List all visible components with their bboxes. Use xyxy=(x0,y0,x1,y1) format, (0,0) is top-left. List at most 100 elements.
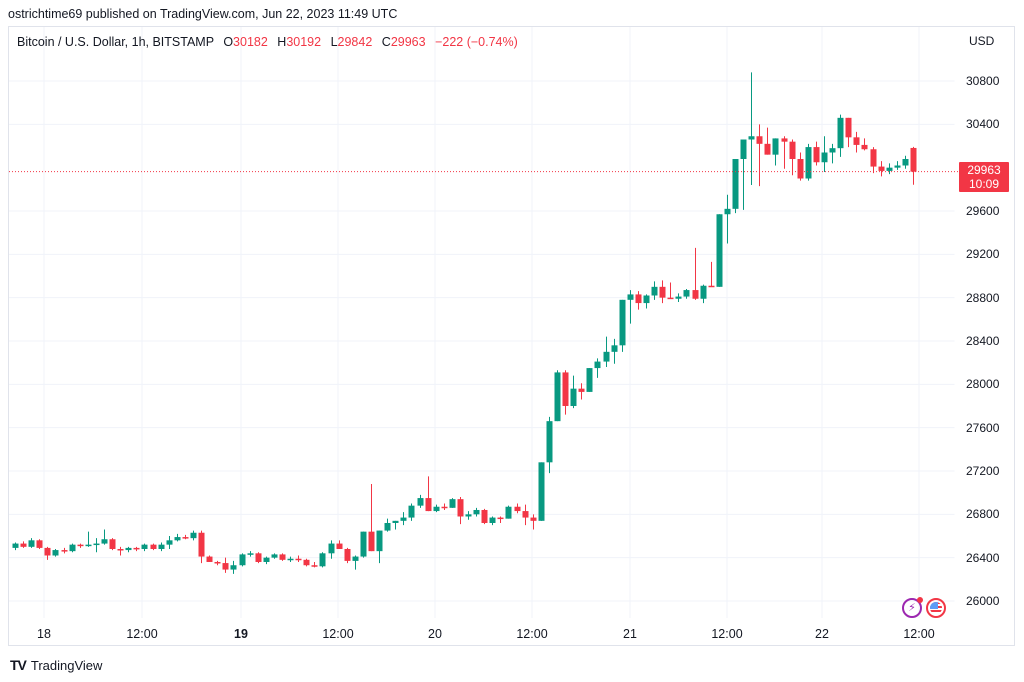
candle[interactable] xyxy=(732,158,739,214)
candle[interactable] xyxy=(392,520,399,530)
candle[interactable] xyxy=(716,214,723,287)
candle[interactable] xyxy=(384,518,391,532)
candle[interactable] xyxy=(319,552,326,568)
candle[interactable] xyxy=(279,553,286,561)
candle[interactable] xyxy=(271,553,278,559)
candle[interactable] xyxy=(878,161,885,177)
candle[interactable] xyxy=(481,508,488,525)
candle[interactable] xyxy=(190,530,197,541)
lightning-event-icon[interactable]: ⚡ xyxy=(902,597,923,618)
candle[interactable] xyxy=(562,370,569,415)
candle[interactable] xyxy=(497,516,504,523)
candle[interactable] xyxy=(85,531,92,547)
candle[interactable] xyxy=(829,143,836,164)
candle[interactable] xyxy=(603,336,610,367)
us-flag-event-icon[interactable] xyxy=(926,598,946,618)
candle[interactable] xyxy=(764,127,771,155)
candle[interactable] xyxy=(133,546,140,552)
candle[interactable] xyxy=(708,261,715,288)
candle[interactable] xyxy=(77,543,84,548)
candle[interactable] xyxy=(772,138,779,166)
candle[interactable] xyxy=(627,290,634,324)
candle[interactable] xyxy=(643,294,650,309)
candle[interactable] xyxy=(546,416,553,474)
candle[interactable] xyxy=(870,147,877,174)
candle[interactable] xyxy=(724,194,731,244)
candle[interactable] xyxy=(303,558,310,567)
candle[interactable] xyxy=(821,136,828,172)
candle[interactable] xyxy=(125,546,132,553)
candle[interactable] xyxy=(853,131,860,153)
candle[interactable] xyxy=(441,503,448,510)
candle[interactable] xyxy=(861,138,868,151)
candle[interactable] xyxy=(117,546,124,556)
candle[interactable] xyxy=(659,280,666,304)
candle[interactable] xyxy=(239,553,246,567)
candle[interactable] xyxy=(44,546,51,560)
candle[interactable] xyxy=(141,543,148,552)
candle[interactable] xyxy=(805,143,812,181)
candle[interactable] xyxy=(408,503,415,521)
candle[interactable] xyxy=(586,368,593,392)
candle[interactable] xyxy=(522,504,529,526)
candle[interactable] xyxy=(538,462,545,521)
tradingview-logo[interactable]: TV TradingView xyxy=(10,657,102,673)
candle[interactable] xyxy=(336,540,343,549)
candle[interactable] xyxy=(902,155,909,169)
candle[interactable] xyxy=(740,139,747,210)
candle[interactable] xyxy=(489,516,496,526)
candle[interactable] xyxy=(570,375,577,409)
candle[interactable] xyxy=(813,141,820,166)
candle[interactable] xyxy=(20,541,27,548)
candle[interactable] xyxy=(222,557,229,573)
candle[interactable] xyxy=(611,338,618,364)
candle[interactable] xyxy=(473,507,480,517)
candle[interactable] xyxy=(247,551,254,557)
candle[interactable] xyxy=(748,72,755,185)
candle[interactable] xyxy=(311,561,318,568)
candle[interactable] xyxy=(635,291,642,310)
candle[interactable] xyxy=(69,543,76,553)
candle[interactable] xyxy=(683,288,690,299)
currency-label[interactable]: USD xyxy=(969,34,995,48)
candle[interactable] xyxy=(789,139,796,176)
candle[interactable] xyxy=(514,503,521,514)
candle[interactable] xyxy=(352,555,359,570)
candle[interactable] xyxy=(400,512,407,526)
candle[interactable] xyxy=(206,555,213,562)
candle[interactable] xyxy=(214,560,221,566)
candle[interactable] xyxy=(150,543,157,551)
candle[interactable] xyxy=(894,161,901,170)
candle[interactable] xyxy=(376,530,383,564)
candle[interactable] xyxy=(837,114,844,157)
candle[interactable] xyxy=(910,146,917,185)
candle[interactable] xyxy=(465,511,472,520)
candle[interactable] xyxy=(287,556,294,562)
candle[interactable] xyxy=(230,560,237,574)
candle[interactable] xyxy=(61,547,68,554)
candle[interactable] xyxy=(182,534,189,540)
candle[interactable] xyxy=(52,548,59,557)
candle[interactable] xyxy=(263,556,270,565)
candle[interactable] xyxy=(101,529,108,545)
candle[interactable] xyxy=(675,293,682,302)
candle[interactable] xyxy=(797,152,804,181)
candle[interactable] xyxy=(344,547,351,564)
candle[interactable] xyxy=(109,538,116,551)
candle[interactable] xyxy=(417,494,424,508)
candle[interactable] xyxy=(158,542,165,552)
candle[interactable] xyxy=(28,538,35,548)
candle[interactable] xyxy=(295,555,302,562)
candle[interactable] xyxy=(619,299,626,352)
candle[interactable] xyxy=(457,496,464,525)
candle[interactable] xyxy=(651,281,658,300)
candle[interactable] xyxy=(554,370,561,422)
candle[interactable] xyxy=(781,136,788,169)
candle[interactable] xyxy=(667,282,674,300)
candle[interactable] xyxy=(255,552,262,564)
candle[interactable] xyxy=(328,540,335,559)
candle[interactable] xyxy=(198,530,205,564)
candle[interactable] xyxy=(692,247,699,300)
candle[interactable] xyxy=(845,117,852,148)
